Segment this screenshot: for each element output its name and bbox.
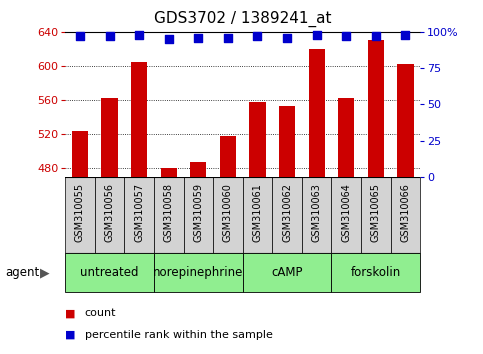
Text: GDS3702 / 1389241_at: GDS3702 / 1389241_at [154, 11, 331, 27]
Bar [125, 177, 154, 253]
Bar [161, 169, 177, 177]
Point [224, 35, 232, 40]
Point [313, 32, 321, 38]
Point [106, 33, 114, 39]
Point [135, 32, 143, 38]
Bar [338, 98, 355, 177]
Text: ■: ■ [65, 308, 76, 318]
Bar [242, 177, 272, 253]
Bar [72, 131, 88, 177]
Text: forskolin: forskolin [351, 266, 401, 279]
Point [372, 33, 380, 39]
Bar [190, 162, 206, 177]
Text: GSM310058: GSM310058 [164, 183, 174, 242]
Bar [220, 136, 236, 177]
Bar [65, 253, 154, 292]
Bar [272, 177, 302, 253]
Bar [309, 49, 325, 177]
Text: cAMP: cAMP [271, 266, 303, 279]
Point [342, 33, 350, 39]
Text: GSM310065: GSM310065 [371, 183, 381, 242]
Point [195, 35, 202, 40]
Text: ▶: ▶ [40, 266, 49, 279]
Point [254, 33, 261, 39]
Bar [131, 62, 147, 177]
Text: GSM310064: GSM310064 [341, 183, 351, 242]
Text: count: count [85, 308, 116, 318]
Bar [213, 177, 242, 253]
Text: GSM310056: GSM310056 [105, 183, 114, 242]
Bar [65, 177, 95, 253]
Bar [331, 177, 361, 253]
Bar [279, 106, 295, 177]
Text: GSM310055: GSM310055 [75, 183, 85, 242]
Bar [154, 177, 184, 253]
Text: GSM310061: GSM310061 [253, 183, 262, 242]
Bar [95, 177, 125, 253]
Bar [398, 64, 413, 177]
Bar [302, 177, 331, 253]
Text: norepinephrine: norepinephrine [153, 266, 243, 279]
Text: GSM310059: GSM310059 [193, 183, 203, 242]
Point [283, 35, 291, 40]
Point [165, 36, 172, 42]
Text: GSM310062: GSM310062 [282, 183, 292, 242]
Text: ■: ■ [65, 330, 76, 339]
Bar [154, 253, 243, 292]
Bar [249, 102, 266, 177]
Bar [101, 98, 118, 177]
Bar [361, 177, 391, 253]
Text: GSM310063: GSM310063 [312, 183, 322, 242]
Bar [184, 177, 213, 253]
Text: agent: agent [5, 266, 39, 279]
Bar [391, 177, 420, 253]
Bar [242, 253, 331, 292]
Text: percentile rank within the sample: percentile rank within the sample [85, 330, 272, 339]
Bar [368, 40, 384, 177]
Text: GSM310066: GSM310066 [400, 183, 411, 242]
Text: GSM310060: GSM310060 [223, 183, 233, 242]
Bar [331, 253, 420, 292]
Text: untreated: untreated [80, 266, 139, 279]
Text: GSM310057: GSM310057 [134, 183, 144, 242]
Point [401, 32, 409, 38]
Point [76, 33, 84, 39]
